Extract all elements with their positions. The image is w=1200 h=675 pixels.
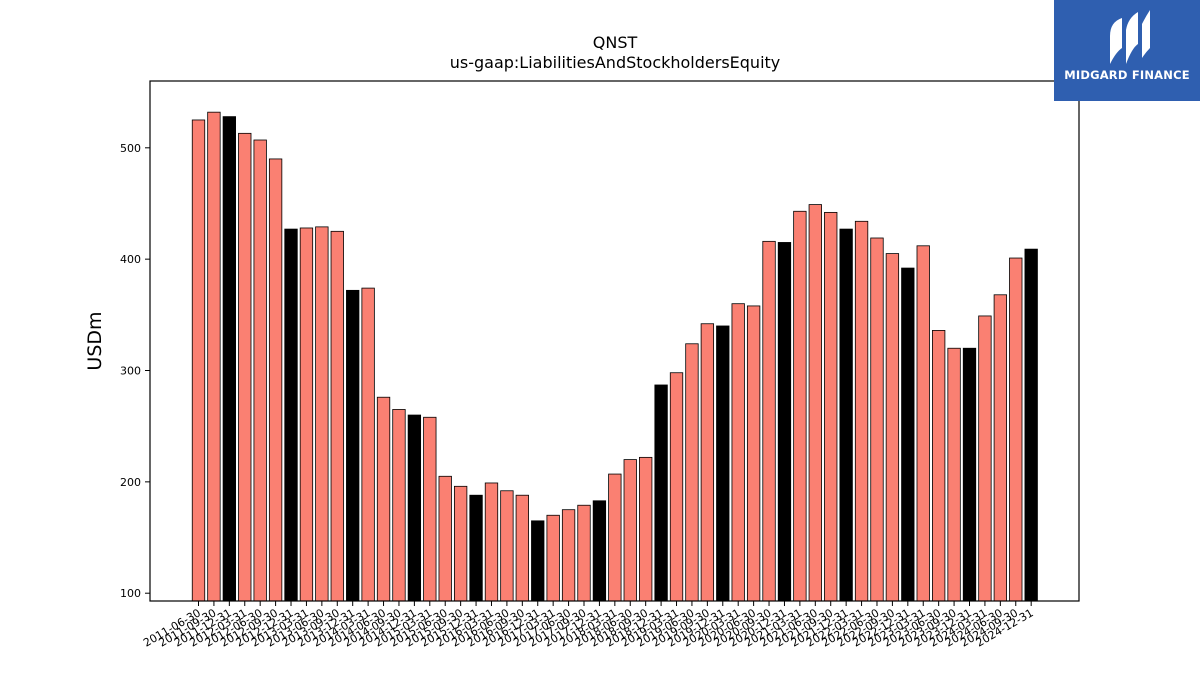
bar-2022-03-31 [854, 220, 869, 602]
bar-2022-06-30 [870, 237, 884, 602]
bar-2021-09-30 [824, 211, 838, 602]
bar-2011-06-30 [191, 119, 206, 602]
bar-2014-09-30 [392, 409, 406, 602]
bar-2013-03-31 [299, 227, 314, 602]
plot-area [149, 80, 1080, 602]
bar-2023-06-30 [932, 330, 946, 602]
bar-2015-03-31 [423, 416, 437, 602]
bar-2014-06-30 [376, 396, 391, 602]
bar-2020-03-31 [731, 303, 745, 602]
bar-2015-12-31 [469, 494, 483, 602]
chart-subtitle: us-gaap:LiabilitiesAndStockholdersEquity [450, 53, 781, 72]
bar-2019-03-31 [669, 372, 684, 602]
bar-2013-06-30 [315, 226, 329, 602]
bar-2016-12-31 [531, 520, 545, 602]
bar-2016-03-31 [484, 482, 499, 602]
x-axis-ticks: 2011-06-302011-09-302011-12-312012-03-31… [141, 601, 1036, 650]
y-axis-ticks: 100 200 300 400 500 [120, 142, 150, 600]
bar-2014-03-31 [361, 287, 375, 602]
bar-2023-12-31 [962, 347, 977, 602]
bar-2020-09-30 [762, 240, 776, 602]
bar-2012-03-31 [238, 132, 252, 602]
bar-2012-09-30 [268, 158, 283, 602]
y-tick-label: 100 [120, 587, 141, 600]
bar-2017-06-30 [561, 509, 576, 602]
logo-mark-icon [1110, 10, 1150, 64]
bar-2023-03-31 [916, 245, 930, 602]
bar-2020-12-31 [777, 242, 792, 602]
bar-2015-06-30 [438, 475, 452, 602]
bar-2024-09-30 [1009, 257, 1023, 602]
bar-2023-09-30 [947, 347, 961, 602]
bar-2019-09-30 [700, 323, 715, 602]
bar-2019-12-31 [716, 325, 730, 602]
bar-2018-06-30 [623, 459, 637, 602]
bar-2021-12-31 [839, 228, 853, 602]
bar-2022-09-30 [885, 253, 900, 602]
bar-2019-06-30 [685, 343, 699, 602]
bar-2014-12-31 [407, 414, 422, 602]
bar-2024-06-30 [993, 294, 1007, 602]
bar-2024-03-31 [978, 315, 992, 602]
y-tick-label: 300 [120, 365, 141, 378]
chart-title: QNST [593, 33, 638, 52]
bar-2017-09-30 [577, 504, 591, 602]
bar-2024-12-31 [1024, 248, 1038, 602]
logo-text: MIDGARD FINANCE [1064, 68, 1190, 82]
bar-2012-12-31 [284, 228, 298, 602]
bar-2020-06-30 [746, 305, 761, 602]
bar-2011-09-30 [207, 111, 221, 602]
y-tick-label: 400 [120, 253, 141, 266]
bar-2013-09-30 [330, 230, 344, 602]
bar-2022-12-31 [901, 267, 915, 602]
bar-2012-06-30 [253, 139, 267, 602]
bar-2018-12-31 [654, 384, 668, 602]
bar-2015-09-30 [453, 485, 468, 602]
bar-2011-12-31 [222, 116, 236, 602]
y-tick-label: 200 [120, 476, 141, 489]
y-axis-label: USDm [84, 311, 106, 370]
bar-2021-03-31 [793, 210, 807, 602]
bars-group [191, 111, 1038, 602]
bar-2016-06-30 [500, 490, 514, 602]
y-tick-label: 500 [120, 142, 141, 155]
bar-2021-06-30 [808, 204, 822, 602]
bar-2017-03-31 [546, 514, 560, 602]
bar-2016-09-30 [515, 494, 529, 602]
bar-2018-09-30 [639, 456, 653, 602]
brand-logo: MIDGARD FINANCE [1054, 0, 1200, 101]
bar-2013-12-31 [346, 289, 360, 602]
bar-2017-12-31 [592, 500, 607, 602]
bar-2018-03-31 [608, 473, 622, 602]
